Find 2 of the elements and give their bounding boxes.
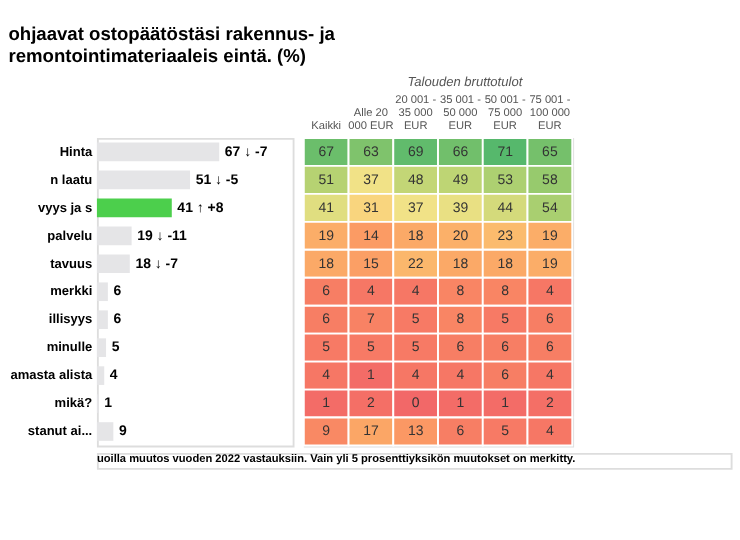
bar [96, 198, 172, 218]
chart-title: ohjaavat ostopäätöstäsi rakennus- ja remontointimateriaaleis eintä. (%) [8, 24, 337, 67]
